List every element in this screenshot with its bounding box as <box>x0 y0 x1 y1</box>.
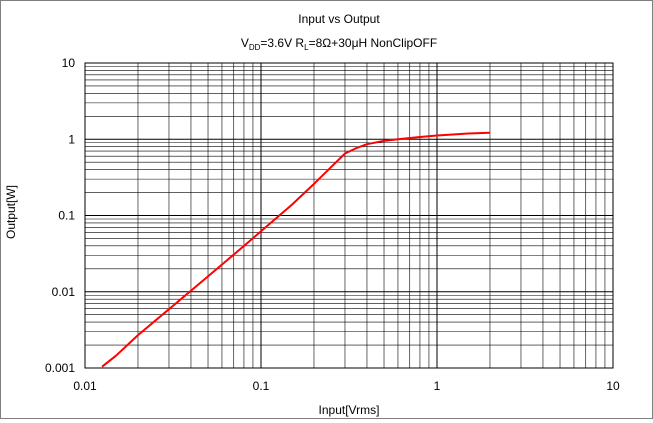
y-axis-label: Output[W] <box>4 185 18 239</box>
x-tick-label: 0.1 <box>253 379 270 393</box>
y-tick-label: 0.001 <box>45 361 75 375</box>
plot-area <box>84 62 614 369</box>
series-line <box>101 131 491 368</box>
y-tick-label: 10 <box>62 56 76 70</box>
chart-subtitle: VDD=3.6V RL=8Ω+30μH NonClipOFF <box>241 36 437 52</box>
series-layer <box>101 131 491 368</box>
x-tick-label: 10 <box>606 379 620 393</box>
chart-title: Input vs Output <box>298 12 380 26</box>
x-axis-label: Input[Vrms] <box>319 403 380 417</box>
x-tick-label: 0.01 <box>73 379 97 393</box>
y-tick-label: 1 <box>68 132 75 146</box>
y-tick-labels: 0.001 0.01 0.1 1 10 <box>45 56 75 375</box>
y-tick-label: 0.1 <box>58 209 75 223</box>
y-tick-label: 0.01 <box>52 285 76 299</box>
x-tick-label: 1 <box>434 379 441 393</box>
x-tick-labels: 0.01 0.1 1 10 <box>73 379 620 393</box>
